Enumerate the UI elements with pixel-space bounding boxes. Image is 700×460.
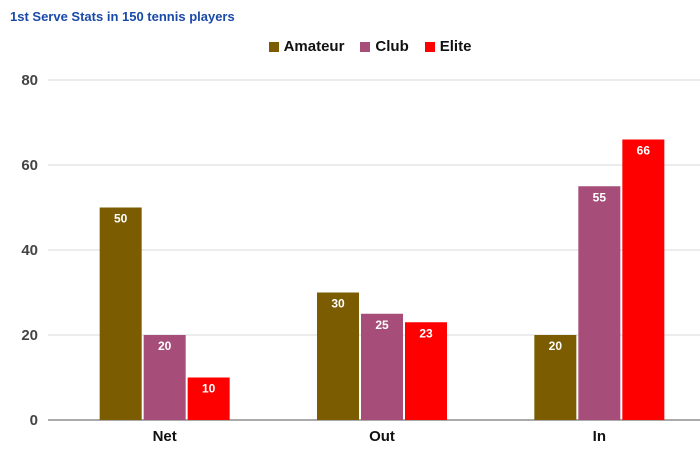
legend-label: Amateur — [283, 38, 345, 55]
data-label: 25 — [375, 318, 389, 332]
legend-item-elite: Elite — [424, 38, 472, 55]
y-tick-label: 60 — [21, 157, 38, 174]
data-label: 30 — [331, 297, 345, 311]
data-label: 20 — [549, 339, 563, 353]
data-label: 20 — [158, 339, 172, 353]
y-tick-label: 20 — [21, 327, 38, 344]
data-label: 10 — [202, 382, 216, 396]
x-tick-label: Out — [369, 428, 395, 445]
chart-title: 1st Serve Stats in 150 tennis players — [10, 9, 235, 24]
bar-amateur-out — [317, 292, 359, 420]
bar-elite-net — [187, 377, 230, 420]
legend-label: Elite — [439, 38, 472, 55]
legend: Amateur Club Elite — [0, 38, 700, 55]
data-label: 23 — [419, 326, 433, 340]
y-tick-label: 80 — [21, 72, 38, 89]
y-tick-label: 0 — [30, 412, 38, 429]
bar-club-net — [143, 335, 186, 420]
legend-item-club: Club — [360, 38, 409, 55]
x-tick-label: In — [593, 428, 606, 445]
legend-item-amateur: Amateur — [268, 38, 345, 55]
data-label: 55 — [593, 190, 607, 204]
bar-club-out — [361, 313, 403, 420]
legend-label: Club — [375, 38, 409, 55]
legend-swatch — [268, 41, 279, 52]
bar-club-in — [578, 186, 621, 420]
bar-elite-out — [405, 322, 447, 420]
y-tick-label: 40 — [21, 242, 38, 259]
data-label: 66 — [637, 144, 651, 158]
data-label: 50 — [114, 212, 128, 226]
x-tick-label: Net — [153, 428, 177, 445]
bar-amateur-in — [534, 335, 577, 420]
legend-swatch — [360, 41, 371, 52]
bar-amateur-net — [99, 207, 142, 420]
legend-swatch — [424, 41, 435, 52]
bar-elite-in — [622, 139, 665, 420]
